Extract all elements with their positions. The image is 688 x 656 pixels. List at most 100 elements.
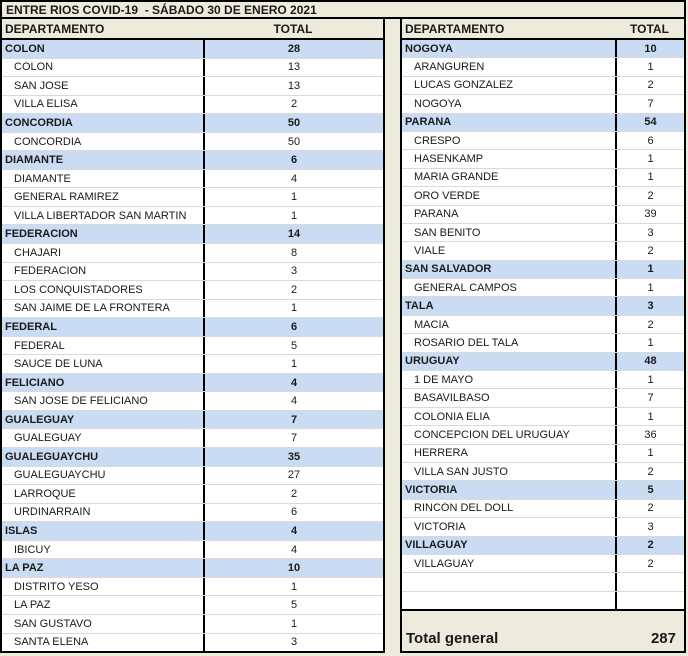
- table-row-dept: NOGOYA 10: [402, 40, 684, 59]
- department-cell: URUGUAY: [405, 355, 460, 368]
- department-cell: LOS CONQUISTADORES: [14, 283, 143, 296]
- table-row-city: CONCEPCION DEL URUGUAY 36: [402, 426, 684, 445]
- department-cell: COLON: [5, 42, 45, 55]
- table-row-city: COLON 13: [2, 58, 383, 78]
- table-row-city: ARANGUREN 1: [402, 58, 684, 77]
- table-row-city: SANTA ELENA 3: [2, 633, 383, 652]
- table-row-dept: VICTORIA 5: [402, 481, 684, 500]
- total-cell: 4: [203, 392, 383, 410]
- total-cell: 1: [615, 58, 684, 76]
- department-cell: COLON: [14, 61, 54, 74]
- department-cell: URDINARRAIN: [14, 506, 91, 519]
- table-row-city: CRESPO 6: [402, 131, 684, 151]
- table-row-city: MACIA 2: [402, 315, 684, 335]
- total-cell: [615, 573, 684, 591]
- table-row-city: HASENKAMP 1: [402, 150, 684, 169]
- grand-total-label: Total general: [406, 630, 499, 647]
- table-row-city: GENERAL RAMIREZ 1: [2, 188, 383, 207]
- total-cell: 6: [203, 503, 383, 522]
- table-row-dept: FELICIANO 4: [2, 373, 383, 393]
- total-cell: 1: [615, 168, 684, 187]
- total-cell: 5: [203, 336, 383, 355]
- total-cell: 7: [615, 95, 684, 113]
- table-row-city: MARIA GRANDE 1: [402, 168, 684, 188]
- left-table-header: DEPARTAMENTO TOTAL: [2, 19, 383, 40]
- table-row-city: SAN JOSE 13: [2, 77, 383, 96]
- table-row-dept: FEDERAL 6: [2, 318, 383, 337]
- table-row-dept: SAN SALVADOR 1: [402, 260, 684, 280]
- table-row-city: VILLA ELISA 2: [2, 95, 383, 115]
- column-header-total: TOTAL: [630, 21, 669, 36]
- total-cell: 36: [615, 426, 684, 444]
- table-row-empty: [402, 573, 684, 592]
- department-cell: COLONIA ELIA: [414, 410, 490, 423]
- department-cell: SAN JAIME DE LA FRONTERA: [14, 302, 170, 315]
- total-cell: 7: [203, 410, 383, 429]
- department-cell: PARANA: [414, 208, 459, 221]
- table-row-city: GUALEGUAY 7: [2, 429, 383, 449]
- department-cell: HERRERA: [414, 447, 468, 460]
- department-cell: FEDERAL: [5, 320, 57, 333]
- table-row-dept: CONCORDIA 50: [2, 114, 383, 133]
- department-cell: ROSARIO DEL TALA: [414, 336, 519, 349]
- department-cell: FEDERACION: [5, 228, 78, 241]
- table-row-dept: FEDERACION 14: [2, 225, 383, 245]
- total-cell: 3: [203, 633, 383, 652]
- right-table: DEPARTAMENTO TOTAL NOGOYA 10 ARANGUREN 1 LUC…: [400, 19, 686, 653]
- total-cell: 4: [203, 373, 383, 392]
- department-cell: SAN GUSTAVO: [14, 617, 92, 630]
- total-cell: 2: [203, 485, 383, 503]
- total-cell: 39: [615, 205, 684, 223]
- table-row-city: HERRERA 1: [402, 444, 684, 463]
- table-row-dept: GUALEGUAY 7: [2, 410, 383, 430]
- total-cell: 7: [203, 429, 383, 448]
- table-row-city: IBICUY 4: [2, 540, 383, 560]
- department-cell: SANTA ELENA: [14, 636, 89, 649]
- total-cell: 1: [615, 260, 684, 279]
- department-cell: VILLAGUAY: [414, 557, 475, 570]
- department-cell: NOGOYA: [405, 42, 453, 55]
- total-cell: 1: [615, 279, 684, 297]
- department-cell: FELICIANO: [5, 376, 65, 389]
- table-row-city: GENERAL CAMPOS 1: [402, 279, 684, 298]
- department-cell: NOGOYA: [414, 97, 462, 110]
- table-row-city: VILLAGUAY 2: [402, 554, 684, 574]
- total-cell: 14: [203, 225, 383, 244]
- total-cell: 2: [615, 76, 684, 95]
- total-cell: 6: [203, 151, 383, 169]
- table-row-city: SAN GUSTAVO 1: [2, 614, 383, 634]
- department-cell: GENERAL CAMPOS: [414, 281, 517, 294]
- department-cell: 1 DE MAYO: [414, 373, 474, 386]
- table-row-city: DISTRITO YESO 1: [2, 577, 383, 597]
- total-cell: 1: [203, 206, 383, 225]
- department-cell: VILLAGUAY: [405, 539, 468, 552]
- total-cell: 6: [203, 318, 383, 336]
- column-header-total: TOTAL: [273, 21, 313, 36]
- total-cell: 35: [203, 448, 383, 466]
- column-header-departamento: DEPARTAMENTO: [5, 21, 105, 36]
- table-row-city: GUALEGUAYCHU 27: [2, 466, 383, 486]
- total-cell: 2: [615, 315, 684, 334]
- table-row-dept: ISLAS 4: [2, 522, 383, 541]
- right-table-rows: NOGOYA 10 ARANGUREN 1 LUCAS GONZALEZ 2 NOGOYA 7…: [402, 40, 684, 610]
- total-cell: 50: [203, 132, 383, 151]
- table-row-city: PARANA 39: [402, 205, 684, 224]
- department-cell: VILLA ELISA: [14, 98, 78, 111]
- table-row-city: VILLA SAN JUSTO 2: [402, 462, 684, 482]
- table-row-dept: PARANA 54: [402, 113, 684, 132]
- total-cell: 4: [203, 522, 383, 540]
- total-cell: 4: [203, 540, 383, 559]
- total-cell: 4: [203, 169, 383, 188]
- table-row-city: SAN JOSE DE FELICIANO 4: [2, 392, 383, 411]
- table-row-city: COLONIA ELIA 1: [402, 407, 684, 427]
- table-row-dept: GUALEGUAYCHU 35: [2, 448, 383, 467]
- department-cell: SAUCE DE LUNA: [14, 358, 103, 371]
- department-cell: VIALE: [414, 244, 446, 257]
- total-cell: 1: [615, 444, 684, 462]
- department-cell: LA PAZ: [5, 562, 44, 575]
- department-cell: DIAMANTE: [5, 154, 64, 167]
- table-row-city: VIALE 2: [402, 242, 684, 261]
- department-cell: ARANGUREN: [414, 61, 485, 74]
- department-cell: GUALEGUAYCHU: [14, 469, 106, 482]
- total-cell: 27: [203, 466, 383, 485]
